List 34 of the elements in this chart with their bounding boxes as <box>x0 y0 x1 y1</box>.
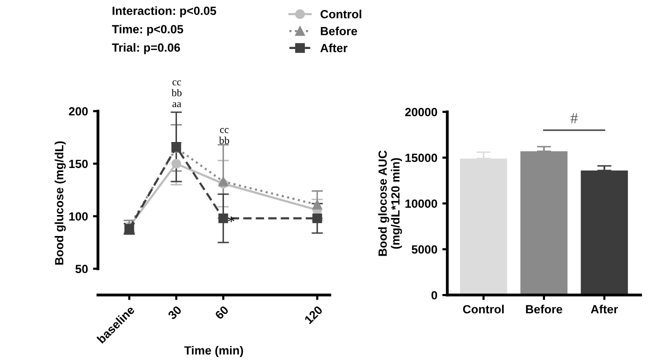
annotation: # <box>570 113 578 124</box>
legend-label: Control <box>320 10 362 18</box>
text: Interaction: p<0.05 <box>112 6 216 18</box>
bar <box>520 151 568 296</box>
y-tick-label: 20000 <box>405 108 438 116</box>
x-tick-label: 30 <box>167 305 182 320</box>
y-axis-title: Bood glocose AUC (mg/dL*120 min) <box>378 150 402 256</box>
text: cc bb aa <box>172 80 182 108</box>
x-axis-title: Time (min) <box>184 346 244 357</box>
bar <box>580 170 628 296</box>
y-tick-label: 5000 <box>412 245 438 254</box>
y-tick-label: 150 <box>69 160 88 168</box>
annotation: * <box>228 216 234 222</box>
annotation: cc bb <box>219 128 230 144</box>
y-tick-label: 0 <box>431 291 438 300</box>
legend-label: Before <box>320 26 358 36</box>
y-tick-label: 10000 <box>406 199 438 208</box>
x-tick-label: 60 <box>214 305 230 320</box>
point <box>312 213 322 224</box>
y-tick-label: 200 <box>68 107 88 116</box>
point <box>171 158 182 169</box>
y-axis-title: Bood glucose (mg/dL) <box>54 141 66 265</box>
point <box>312 200 322 210</box>
x-tick-label: 120 <box>304 305 324 324</box>
text: Trial: p=0.06 <box>112 43 180 54</box>
x-tick-label: Before <box>526 304 562 314</box>
x-tick-label: After <box>590 304 618 314</box>
legend-label: After <box>320 44 348 52</box>
text: Time: p<0.05 <box>112 24 184 36</box>
x-tick-label: Control <box>463 304 504 314</box>
point <box>218 213 228 224</box>
y-tick-label: 50 <box>75 264 88 274</box>
y-tick-label: 100 <box>69 212 88 221</box>
y-tick-label: 15000 <box>406 154 438 162</box>
